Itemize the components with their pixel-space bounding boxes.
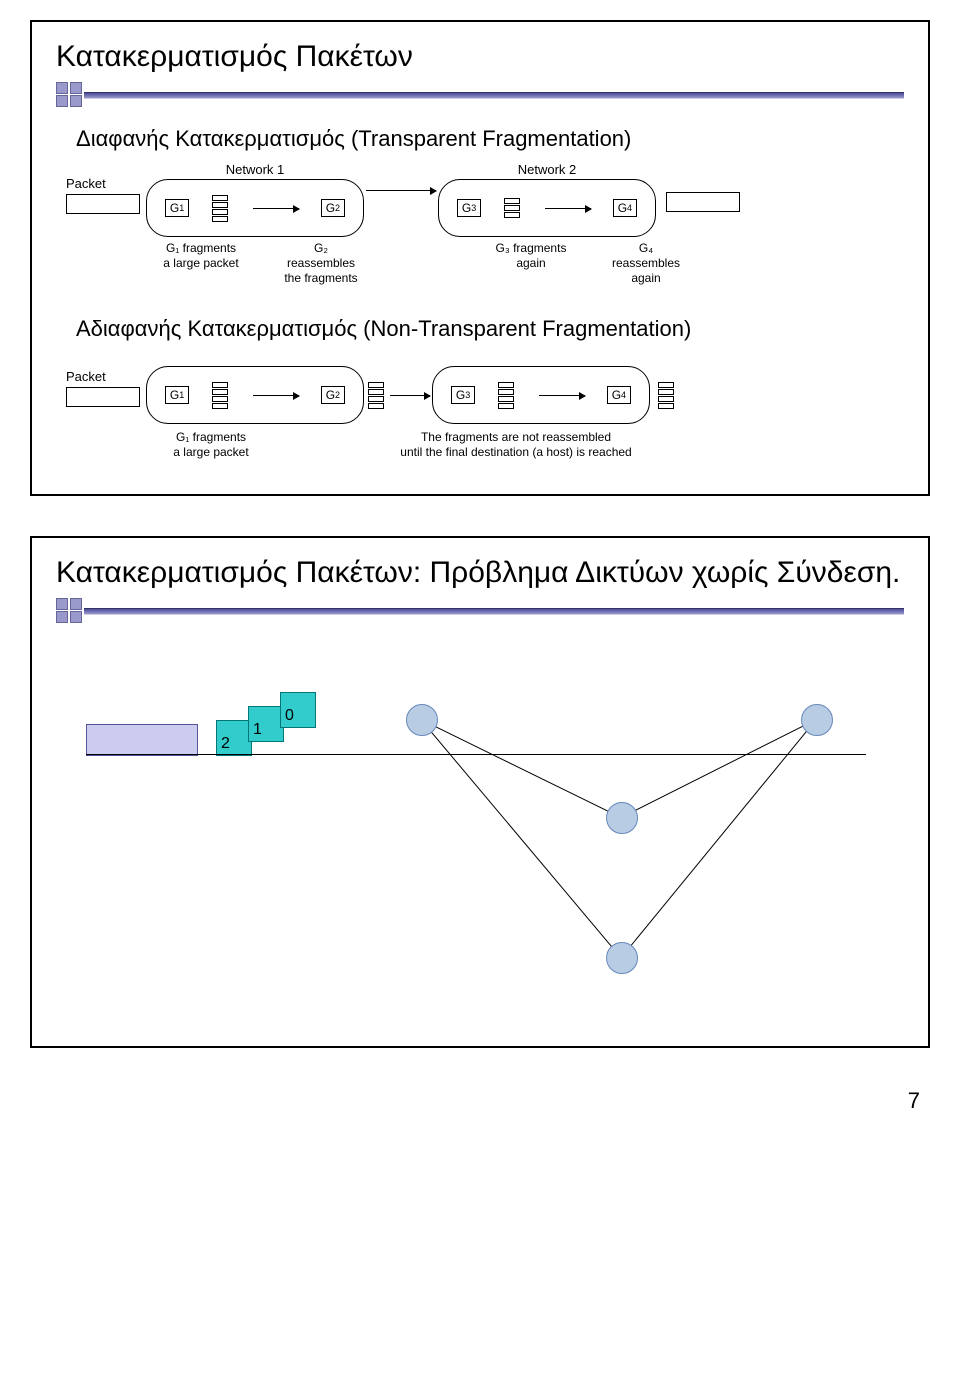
network2-label: Network 2	[518, 162, 577, 177]
diagram-transparent: Packet Network 1 G1 G2 Networ	[66, 162, 894, 286]
cloud-b1: G1 G2	[146, 366, 364, 424]
packet-label: Packet	[66, 176, 106, 191]
packet-in: Packet	[66, 176, 140, 214]
frags-between	[368, 382, 384, 409]
packet-box	[66, 194, 140, 214]
diagram-nontransparent: Packet G1 G2 G3 G4	[66, 352, 894, 460]
g4-box: G4	[613, 199, 637, 217]
packet-box-b	[66, 387, 140, 407]
slide-1: Κατακερματισμός Πακέτων Διαφανής Κατακερ…	[30, 20, 930, 496]
g4-box-b: G4	[607, 386, 631, 404]
arrow-icon	[253, 395, 299, 396]
arrow-icon	[545, 208, 591, 209]
edge	[621, 719, 816, 818]
cloud-net1: G1 G2	[146, 179, 364, 237]
frags-b1	[212, 382, 228, 409]
bullet-squares-2	[70, 82, 82, 108]
subtitle-transparent: Διαφανής Κατακερματισμός (Transparent Fr…	[76, 126, 904, 152]
subtitle-nontransparent: Αδιαφανής Κατακερματισμός (Non-Transpare…	[76, 316, 904, 342]
packet-in-b: Packet	[66, 369, 140, 407]
title-rule	[84, 608, 904, 615]
fragment-1: 1	[248, 706, 284, 742]
title-rule	[84, 92, 904, 99]
frags-net1	[212, 195, 228, 222]
arrow-icon	[366, 190, 436, 191]
g1-box: G1	[165, 199, 189, 217]
edge	[421, 719, 621, 818]
node	[801, 704, 833, 736]
node	[606, 802, 638, 834]
cap-a2: G₂ reassembles the fragments	[256, 241, 386, 286]
slide-2: Κατακερματισμός Πακέτων: Πρόβλημα Δικτύω…	[30, 536, 930, 1048]
diamond-diagram: 2 1 0	[56, 642, 904, 1022]
baseline	[86, 754, 866, 755]
title-underline	[56, 82, 904, 108]
captions-a: G₁ fragments a large packet G₂ reassembl…	[66, 241, 894, 286]
fragment-2: 2	[216, 720, 252, 756]
arrow-icon	[390, 395, 430, 396]
slide2-title: Κατακερματισμός Πακέτων: Πρόβλημα Δικτύω…	[56, 556, 900, 589]
arrow-icon	[253, 208, 299, 209]
frags-net2	[504, 198, 520, 218]
g3-box: G3	[457, 199, 481, 217]
bullet-squares	[56, 82, 68, 108]
cap-a3: G₃ fragments again	[476, 241, 586, 286]
fragment-0: 0	[280, 692, 316, 728]
cap-a1: G₁ fragments a large packet	[146, 241, 256, 286]
cloud-b2: G3 G4	[432, 366, 650, 424]
cap-b2: The fragments are not reassembled until …	[336, 430, 696, 460]
title-underline-2	[56, 598, 904, 624]
cap-b1: G₁ fragments a large packet	[146, 430, 276, 460]
node	[406, 704, 438, 736]
cap-a4: G₄ reassembles again	[586, 241, 706, 286]
packet-label-b: Packet	[66, 369, 106, 384]
captions-b: G₁ fragments a large packet The fragment…	[66, 430, 894, 460]
source-packet-box	[86, 724, 198, 756]
page-number: 7	[0, 1088, 920, 1114]
frags-out	[658, 382, 674, 409]
g2-box: G2	[321, 199, 345, 217]
cloud-net2: G3 G4	[438, 179, 656, 237]
g2-box-b: G2	[321, 386, 345, 404]
bullet-squares	[56, 598, 68, 624]
slide2-title-row: Κατακερματισμός Πακέτων: Πρόβλημα Δικτύω…	[56, 556, 904, 590]
slide1-title-row: Κατακερματισμός Πακέτων	[56, 40, 904, 74]
network1-label: Network 1	[226, 162, 285, 177]
frags-b2	[498, 382, 514, 409]
bullet-squares-2	[70, 598, 82, 624]
packet-out	[666, 192, 740, 212]
node	[606, 942, 638, 974]
g3-box-b: G3	[451, 386, 475, 404]
arrow-icon	[539, 395, 585, 396]
g1-box-b: G1	[165, 386, 189, 404]
slide1-title: Κατακερματισμός Πακέτων	[56, 40, 413, 73]
